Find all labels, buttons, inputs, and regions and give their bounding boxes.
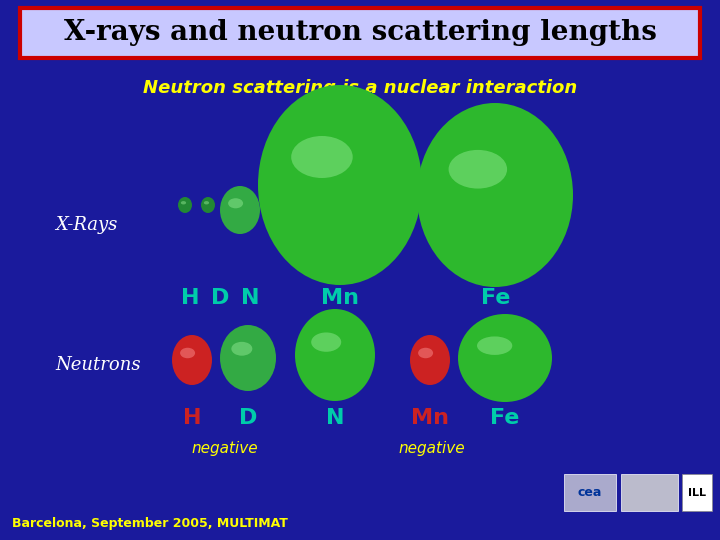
Text: Barcelona, September 2005, MULTIMAT: Barcelona, September 2005, MULTIMAT: [12, 517, 288, 530]
Ellipse shape: [204, 201, 209, 205]
FancyBboxPatch shape: [621, 474, 678, 511]
Text: N: N: [240, 288, 259, 308]
Ellipse shape: [201, 197, 215, 213]
Ellipse shape: [477, 336, 513, 355]
Text: Mn: Mn: [411, 408, 449, 428]
Ellipse shape: [417, 103, 573, 287]
Ellipse shape: [220, 186, 260, 234]
Ellipse shape: [231, 342, 252, 356]
Text: Fe: Fe: [481, 288, 510, 308]
FancyBboxPatch shape: [564, 474, 616, 511]
Ellipse shape: [181, 201, 186, 205]
Ellipse shape: [291, 136, 353, 178]
Text: Fe: Fe: [490, 408, 520, 428]
Text: X-Rays: X-Rays: [55, 216, 117, 234]
Ellipse shape: [220, 325, 276, 391]
Text: cea: cea: [578, 487, 602, 500]
Text: negative: negative: [399, 441, 465, 456]
Text: N: N: [325, 408, 344, 428]
Ellipse shape: [418, 348, 433, 358]
Text: D: D: [239, 408, 257, 428]
Ellipse shape: [311, 333, 341, 352]
Text: ILL: ILL: [688, 488, 706, 498]
Ellipse shape: [449, 150, 507, 188]
Text: Neutrons: Neutrons: [55, 356, 140, 374]
Ellipse shape: [180, 348, 195, 358]
Ellipse shape: [458, 314, 552, 402]
Text: X-rays and neutron scattering lengths: X-rays and neutron scattering lengths: [63, 19, 657, 46]
Text: Neutron scattering is a nuclear interaction: Neutron scattering is a nuclear interact…: [143, 79, 577, 97]
Ellipse shape: [258, 85, 422, 285]
FancyBboxPatch shape: [20, 8, 700, 58]
Text: Mn: Mn: [321, 288, 359, 308]
Text: D: D: [211, 288, 229, 308]
Ellipse shape: [172, 335, 212, 385]
Text: negative: negative: [192, 441, 258, 456]
Text: H: H: [183, 408, 202, 428]
Ellipse shape: [295, 309, 375, 401]
Ellipse shape: [178, 197, 192, 213]
Text: H: H: [181, 288, 199, 308]
Ellipse shape: [228, 198, 243, 208]
FancyBboxPatch shape: [682, 474, 712, 511]
Ellipse shape: [410, 335, 450, 385]
